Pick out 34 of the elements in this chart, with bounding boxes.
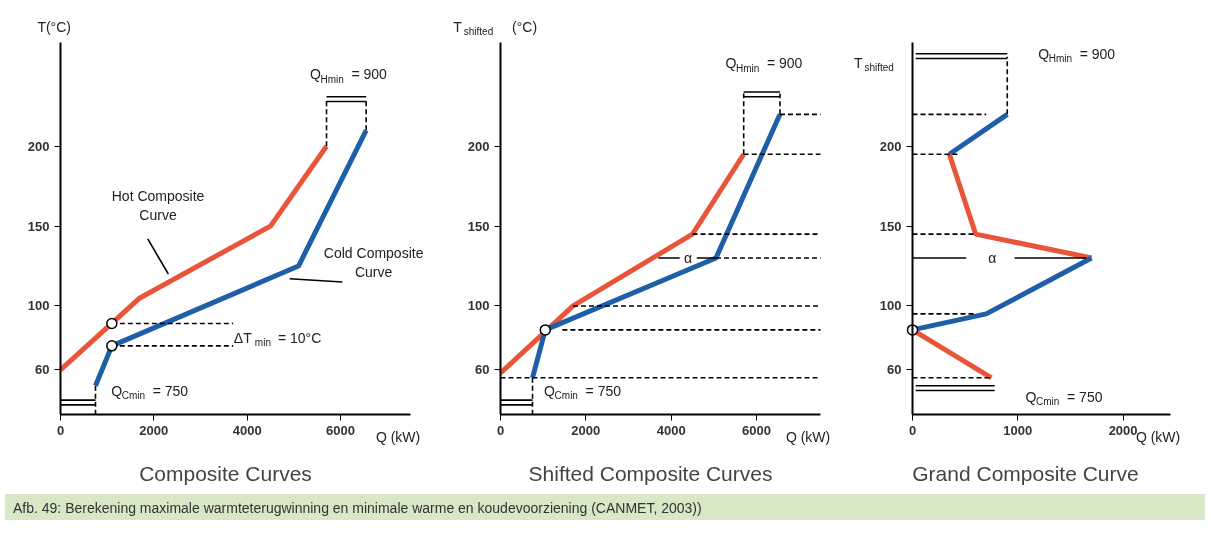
x-tick-label: 1000 [1003,422,1033,438]
text: Composite Curves [139,461,312,485]
text: Shifted Composite Curves [528,461,773,485]
annotation: α [684,250,693,267]
y-tick-label: 100 [879,298,902,314]
x-tick-label: 2000 [139,422,169,438]
y-axis-title: T(°C) [37,18,71,35]
x-tick-label: 2000 [571,422,601,438]
x-tick-label: 0 [908,422,917,438]
y-tick-label: 150 [27,218,50,234]
y-tick-label: 100 [27,298,50,314]
text: Grand Composite Curve [912,461,1139,485]
annotation: α [988,250,997,267]
y-tick-label: 200 [879,138,902,154]
y-tick-label: 200 [27,138,50,154]
annotation: Hot Composite Curve [111,187,205,223]
x-tick-label: 0 [496,422,505,438]
y-tick-label: 60 [35,362,50,378]
x-tick-label: 6000 [742,422,771,438]
x-tick-label: 4000 [232,422,262,438]
annotation: Cold Composite Curve [323,245,424,281]
annotation: ΔTmin = 10°C [233,329,322,349]
x-axis-title: Q (kW) [375,428,421,445]
x-axis-title: Q (kW) [785,428,831,445]
y-tick-label: 200 [467,138,490,154]
x-tick-label: 4000 [656,422,686,438]
y-tick-label: 60 [887,362,902,378]
y-tick-label: 60 [475,362,490,378]
y-tick-label: 100 [467,298,490,314]
x-tick-label: 6000 [326,422,355,438]
y-tick-label: 150 [879,218,902,234]
y-tick-label: 150 [467,218,490,234]
text: Afb. 49: Berekening maximale warmteterugwinning en minimale warme en koudevoorziening (CANMET, 2003)) [13,499,702,518]
x-tick-label: 0 [56,422,65,438]
